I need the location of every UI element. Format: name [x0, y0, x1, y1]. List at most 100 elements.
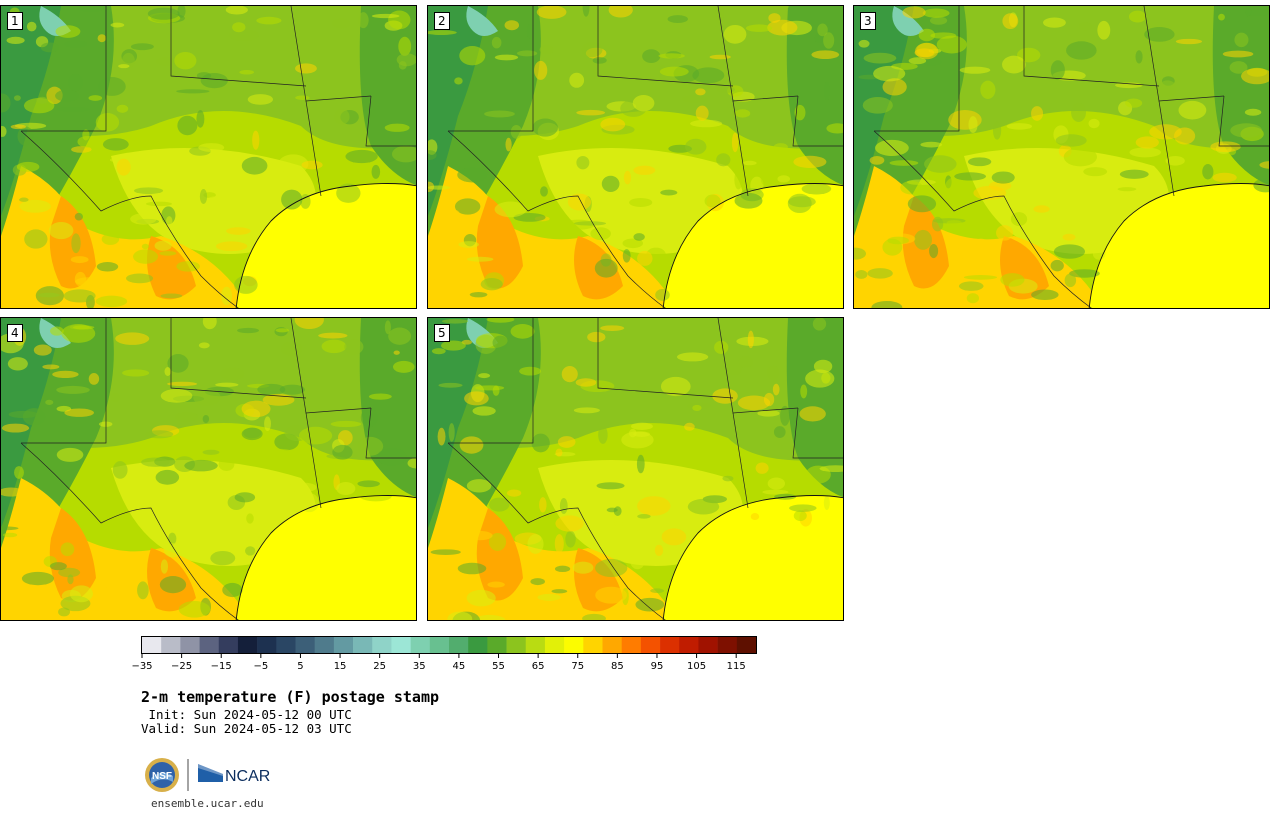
colorbar-swatch: [698, 636, 718, 654]
init-time: Init: Sun 2024-05-12 00 UTC: [141, 707, 352, 722]
temperature-blob: [222, 118, 239, 131]
colorbar-tick-label: 25: [373, 661, 386, 672]
temperature-blob: [371, 13, 400, 19]
temperature-blob: [1000, 273, 1025, 287]
temperature-blob: [484, 110, 515, 118]
temperature-blob: [480, 278, 503, 291]
temperature-blob: [1175, 38, 1203, 45]
temperature-blob: [661, 528, 687, 546]
stamp-label-4: 4: [7, 324, 23, 342]
temperature-blob: [14, 466, 24, 479]
border-tx-la: [1158, 100, 1175, 197]
temperature-blob: [608, 6, 633, 18]
temperature-blob: [122, 369, 150, 377]
stamp-label-3: 3: [860, 12, 876, 30]
colorbar-swatch: [218, 636, 239, 654]
temperature-blob: [16, 161, 40, 172]
temperature-blob: [401, 375, 415, 380]
temperature-blob: [980, 80, 996, 99]
temperature-blob: [430, 549, 461, 555]
temperature-blob: [193, 388, 221, 406]
temperature-blob: [246, 513, 254, 524]
temperature-blob: [466, 479, 492, 493]
temperature-blob: [650, 588, 665, 594]
temperature-blob: [1244, 108, 1262, 116]
temperature-blob: [515, 495, 542, 508]
temperature-blob: [274, 464, 306, 470]
temperature-blob: [762, 150, 797, 160]
temperature-blob: [800, 384, 808, 399]
temperature-blob: [502, 482, 529, 490]
colorbar-swatch: [142, 636, 162, 654]
temperature-blob: [299, 492, 319, 513]
temperature-blob: [52, 370, 79, 379]
stamp-panel-5: 5: [427, 317, 844, 621]
temperature-blob: [1064, 273, 1077, 288]
valid-time: Valid: Sun 2024-05-12 03 UTC: [141, 721, 352, 736]
temperature-blob: [867, 268, 893, 279]
temperature-blob: [606, 507, 618, 513]
temperature-blob: [245, 546, 256, 556]
central-mild: [111, 460, 316, 566]
temperature-blob: [695, 105, 709, 121]
stamp-panel-2: 2: [427, 5, 844, 309]
temperature-blob: [457, 167, 488, 183]
temperature-blob: [1119, 169, 1149, 179]
temperature-blob: [622, 238, 644, 249]
temperature-blob: [505, 137, 512, 152]
temperature-blob: [42, 364, 60, 370]
temperature-blob: [118, 64, 130, 69]
temperature-blob: [1234, 32, 1249, 48]
temperature-blob: [622, 249, 631, 263]
temperature-blob: [437, 427, 446, 446]
temperature-blob: [557, 436, 576, 448]
temperature-blob: [755, 462, 769, 474]
temperature-blob: [695, 88, 706, 96]
temperature-blob: [219, 367, 245, 381]
temperature-blob: [929, 243, 939, 259]
temperature-blob: [1053, 244, 1086, 259]
border-ar-la: [365, 95, 416, 147]
border-tx-ok: [597, 318, 734, 399]
temperature-blob: [492, 335, 509, 350]
colorbar-tick-label: 5: [297, 661, 303, 672]
temperature-blob: [660, 376, 691, 397]
temperature-blob: [826, 123, 843, 134]
temperature-blob: [428, 185, 451, 190]
colorbar-swatch: [468, 636, 488, 654]
temperature-blob: [334, 108, 350, 125]
colorbar-swatch: [640, 636, 661, 654]
temperature-blob: [102, 138, 129, 151]
colorbar-swatch: [717, 636, 738, 654]
temperature-blob: [8, 410, 38, 419]
temperature-blob: [787, 193, 812, 214]
temperature-blob: [110, 392, 120, 402]
temperature-blob: [35, 286, 64, 306]
temperature-blob: [1149, 124, 1182, 140]
temperature-blob: [780, 405, 790, 426]
temperature-blob: [473, 614, 506, 620]
temperature-blob: [975, 238, 987, 247]
temperature-blob: [654, 544, 664, 557]
temperature-blob: [714, 340, 729, 354]
temperature-blob: [595, 586, 627, 604]
temperature-blob: [275, 328, 290, 333]
temperature-blob: [536, 6, 567, 19]
temperature-blob: [116, 104, 129, 113]
temperature-blob: [176, 261, 200, 272]
temperature-blob: [56, 385, 90, 394]
temperature-blob: [692, 404, 702, 411]
temperature-blob: [279, 384, 305, 395]
footer-url[interactable]: ensemble.ucar.edu: [151, 797, 264, 810]
temperature-blob: [21, 589, 53, 605]
temperature-blob: [704, 194, 721, 208]
temperature-blob: [111, 281, 139, 295]
colorbar-swatch: [506, 636, 527, 654]
gulf-ocean: [1089, 183, 1269, 308]
temperature-blob: [592, 56, 607, 64]
snow-peaks: [466, 6, 498, 36]
colorbar-swatch: [544, 636, 565, 654]
temperature-blob: [637, 250, 653, 266]
temperature-blob: [95, 112, 120, 132]
temperature-blob: [7, 357, 28, 371]
